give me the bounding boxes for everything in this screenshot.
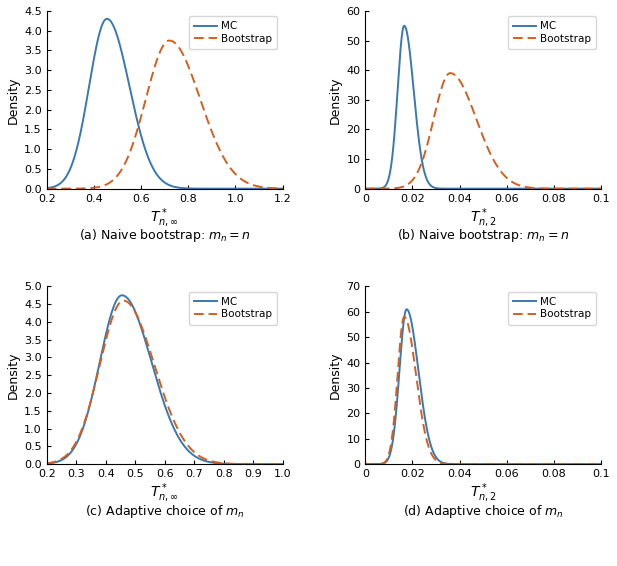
Text: (b) Naive bootstrap: $m_n = n$: (b) Naive bootstrap: $m_n = n$ — [397, 227, 569, 244]
MC — [229, 185, 236, 192]
Text: (c) Adaptive choice of $m_n$: (c) Adaptive choice of $m_n$ — [85, 503, 244, 520]
MC — [103, 15, 110, 22]
MC — [272, 461, 280, 468]
Bootstrap — [590, 185, 598, 192]
MC — [476, 185, 484, 192]
Bootstrap — [591, 185, 598, 192]
Bootstrap — [229, 460, 236, 467]
MC — [362, 185, 369, 192]
Bootstrap — [362, 461, 369, 468]
Bootstrap — [597, 461, 605, 468]
MC — [272, 185, 280, 192]
MC — [374, 461, 381, 468]
MC — [279, 185, 286, 192]
MC — [43, 460, 51, 467]
Y-axis label: Density: Density — [7, 351, 20, 399]
MC — [547, 185, 555, 192]
Bootstrap — [547, 461, 555, 468]
MC — [152, 169, 159, 175]
Bootstrap — [229, 168, 236, 174]
Bootstrap — [590, 461, 598, 468]
Text: $T_{n,2}^*$: $T_{n,2}^*$ — [470, 482, 497, 505]
Line: Bootstrap: Bootstrap — [47, 301, 283, 464]
Bootstrap — [166, 37, 173, 44]
Bootstrap — [55, 185, 62, 192]
Bootstrap — [374, 185, 381, 192]
MC — [591, 461, 598, 468]
Y-axis label: Density: Density — [329, 76, 342, 123]
Bootstrap — [362, 185, 369, 192]
Text: $T_{n,\infty}^*$: $T_{n,\infty}^*$ — [151, 482, 179, 505]
MC — [272, 185, 280, 192]
Bootstrap — [158, 45, 165, 52]
Bootstrap — [279, 461, 286, 468]
MC — [55, 458, 62, 465]
MC — [152, 372, 159, 379]
MC — [403, 306, 410, 312]
Bootstrap — [476, 126, 484, 132]
MC — [590, 461, 598, 468]
Bootstrap — [447, 70, 454, 76]
MC — [597, 461, 605, 468]
Bootstrap — [55, 457, 62, 464]
Bootstrap — [470, 109, 478, 116]
MC — [374, 185, 381, 192]
Legend: MC, Bootstrap: MC, Bootstrap — [189, 291, 278, 325]
MC — [476, 461, 484, 468]
Line: Bootstrap: Bootstrap — [365, 317, 601, 464]
MC — [547, 461, 555, 468]
MC — [279, 461, 286, 468]
MC — [43, 185, 51, 191]
Bootstrap — [43, 185, 51, 192]
Bootstrap — [272, 185, 280, 192]
MC — [272, 461, 280, 468]
MC — [591, 185, 598, 192]
Bootstrap — [272, 461, 280, 468]
MC — [470, 185, 478, 192]
Bootstrap — [272, 461, 280, 468]
MC — [400, 23, 408, 29]
Line: MC: MC — [47, 19, 283, 188]
Line: MC: MC — [365, 309, 601, 464]
Bootstrap — [591, 461, 598, 468]
Legend: MC, Bootstrap: MC, Bootstrap — [189, 16, 278, 49]
Bootstrap — [152, 62, 159, 68]
MC — [470, 461, 478, 468]
Bootstrap — [470, 461, 478, 468]
Text: (a) Naive bootstrap: $m_n = n$: (a) Naive bootstrap: $m_n = n$ — [79, 227, 251, 244]
Bootstrap — [400, 314, 408, 320]
Line: Bootstrap: Bootstrap — [365, 73, 601, 188]
Line: MC: MC — [365, 26, 601, 188]
Bootstrap — [152, 365, 159, 371]
Y-axis label: Density: Density — [7, 76, 20, 123]
Bootstrap — [597, 185, 605, 192]
Bootstrap — [374, 461, 381, 468]
Bootstrap — [279, 185, 286, 192]
MC — [362, 461, 369, 468]
Bootstrap — [272, 185, 280, 192]
Text: (d) Adaptive choice of $m_n$: (d) Adaptive choice of $m_n$ — [403, 503, 564, 520]
Bootstrap — [547, 185, 555, 192]
MC — [158, 392, 165, 399]
Bootstrap — [158, 384, 165, 391]
MC — [118, 292, 126, 299]
MC — [55, 181, 62, 188]
Legend: MC, Bootstrap: MC, Bootstrap — [508, 291, 596, 325]
MC — [158, 177, 165, 183]
Line: MC: MC — [47, 295, 283, 464]
Y-axis label: Density: Density — [329, 351, 342, 399]
Line: Bootstrap: Bootstrap — [47, 41, 283, 188]
MC — [590, 185, 598, 192]
MC — [229, 461, 236, 468]
Bootstrap — [120, 297, 127, 304]
Bootstrap — [43, 460, 51, 467]
Text: $T_{n,\infty}^*$: $T_{n,\infty}^*$ — [151, 207, 179, 230]
MC — [597, 185, 605, 192]
Text: $T_{n,2}^*$: $T_{n,2}^*$ — [470, 207, 497, 230]
Bootstrap — [476, 461, 484, 468]
Legend: MC, Bootstrap: MC, Bootstrap — [508, 16, 596, 49]
